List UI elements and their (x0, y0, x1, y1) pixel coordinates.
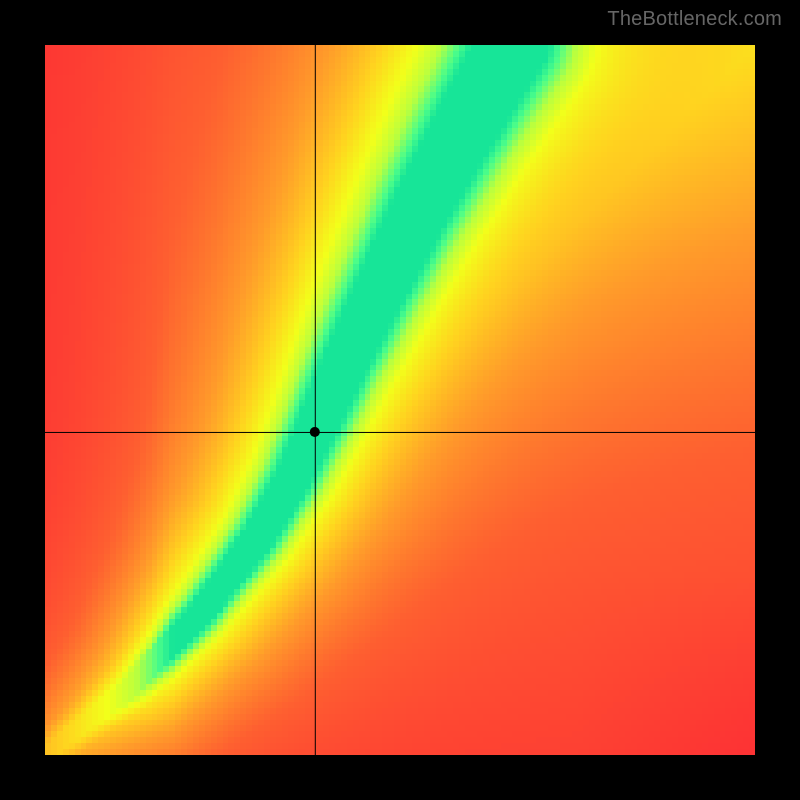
heatmap-plot (45, 45, 755, 755)
heatmap-canvas (45, 45, 755, 755)
watermark-text: TheBottleneck.com (607, 8, 782, 31)
